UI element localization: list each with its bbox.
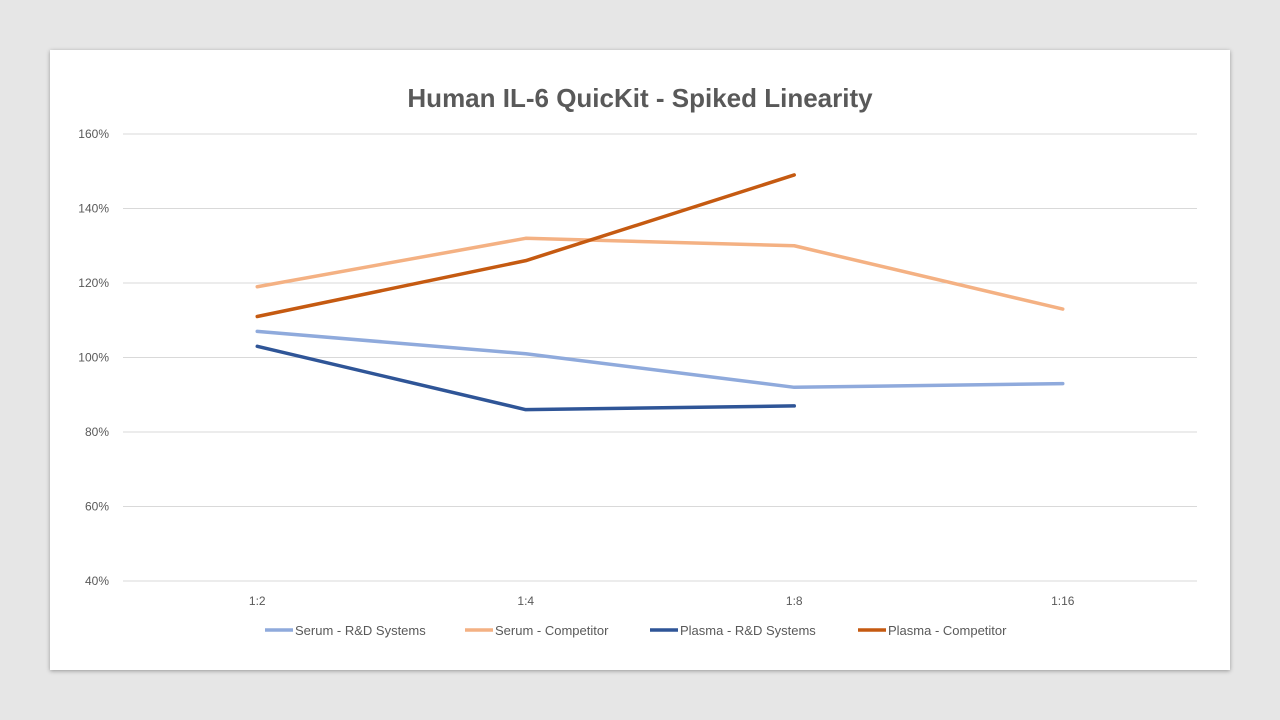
legend-label: Plasma - R&D Systems xyxy=(680,623,816,638)
series-line-1 xyxy=(255,236,1065,311)
y-tick-label: 40% xyxy=(85,574,109,588)
series-line-3 xyxy=(255,173,796,319)
legend-label: Serum - R&D Systems xyxy=(295,623,426,638)
x-tick-label: 1:2 xyxy=(249,594,266,608)
x-tick-label: 1:4 xyxy=(517,594,534,608)
chart-card: Human IL-6 QuicKit - Spiked Linearity 40%… xyxy=(50,50,1230,670)
y-tick-label: 60% xyxy=(85,500,109,514)
line-chart: Human IL-6 QuicKit - Spiked Linearity 40%… xyxy=(78,83,1197,638)
x-tick-label: 1:16 xyxy=(1051,594,1075,608)
y-tick-label: 100% xyxy=(78,351,109,365)
legend-label: Serum - Competitor xyxy=(495,623,609,638)
series-line-0 xyxy=(255,329,1065,390)
legend-label: Plasma - Competitor xyxy=(888,623,1007,638)
y-tick-label: 120% xyxy=(78,276,109,290)
chart-title: Human IL-6 QuicKit - Spiked Linearity xyxy=(407,83,873,113)
series-line-2 xyxy=(255,344,796,412)
y-tick-label: 140% xyxy=(78,202,109,216)
y-tick-label: 160% xyxy=(78,127,109,141)
y-tick-label: 80% xyxy=(85,425,109,439)
x-tick-label: 1:8 xyxy=(786,594,803,608)
